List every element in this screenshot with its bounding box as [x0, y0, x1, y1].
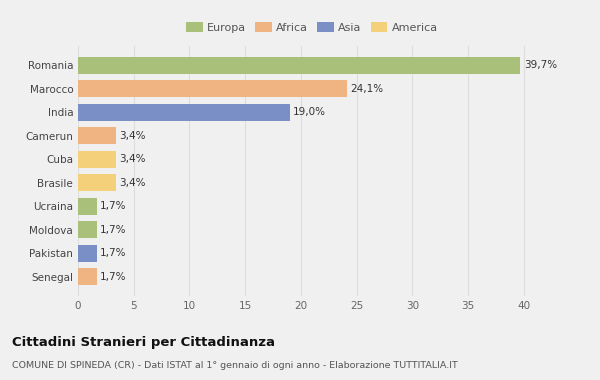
Bar: [78, 221, 97, 238]
Text: Cittadini Stranieri per Cittadinanza: Cittadini Stranieri per Cittadinanza: [12, 336, 275, 349]
Bar: [78, 245, 97, 261]
Bar: [78, 104, 290, 121]
Text: 19,0%: 19,0%: [293, 108, 326, 117]
Text: 24,1%: 24,1%: [350, 84, 383, 94]
Text: 1,7%: 1,7%: [100, 201, 127, 211]
Bar: [78, 174, 116, 191]
Bar: [78, 151, 116, 168]
Bar: [78, 198, 97, 215]
Text: 3,4%: 3,4%: [119, 131, 146, 141]
Bar: [78, 127, 116, 144]
Bar: [78, 81, 347, 97]
Text: 1,7%: 1,7%: [100, 225, 127, 234]
Text: COMUNE DI SPINEDA (CR) - Dati ISTAT al 1° gennaio di ogni anno - Elaborazione TU: COMUNE DI SPINEDA (CR) - Dati ISTAT al 1…: [12, 361, 458, 370]
Legend: Europa, Africa, Asia, America: Europa, Africa, Asia, America: [184, 20, 440, 35]
Bar: [78, 57, 520, 74]
Bar: [78, 268, 97, 285]
Text: 39,7%: 39,7%: [524, 60, 557, 70]
Text: 3,4%: 3,4%: [119, 154, 146, 164]
Text: 1,7%: 1,7%: [100, 248, 127, 258]
Text: 3,4%: 3,4%: [119, 178, 146, 188]
Text: 1,7%: 1,7%: [100, 272, 127, 282]
